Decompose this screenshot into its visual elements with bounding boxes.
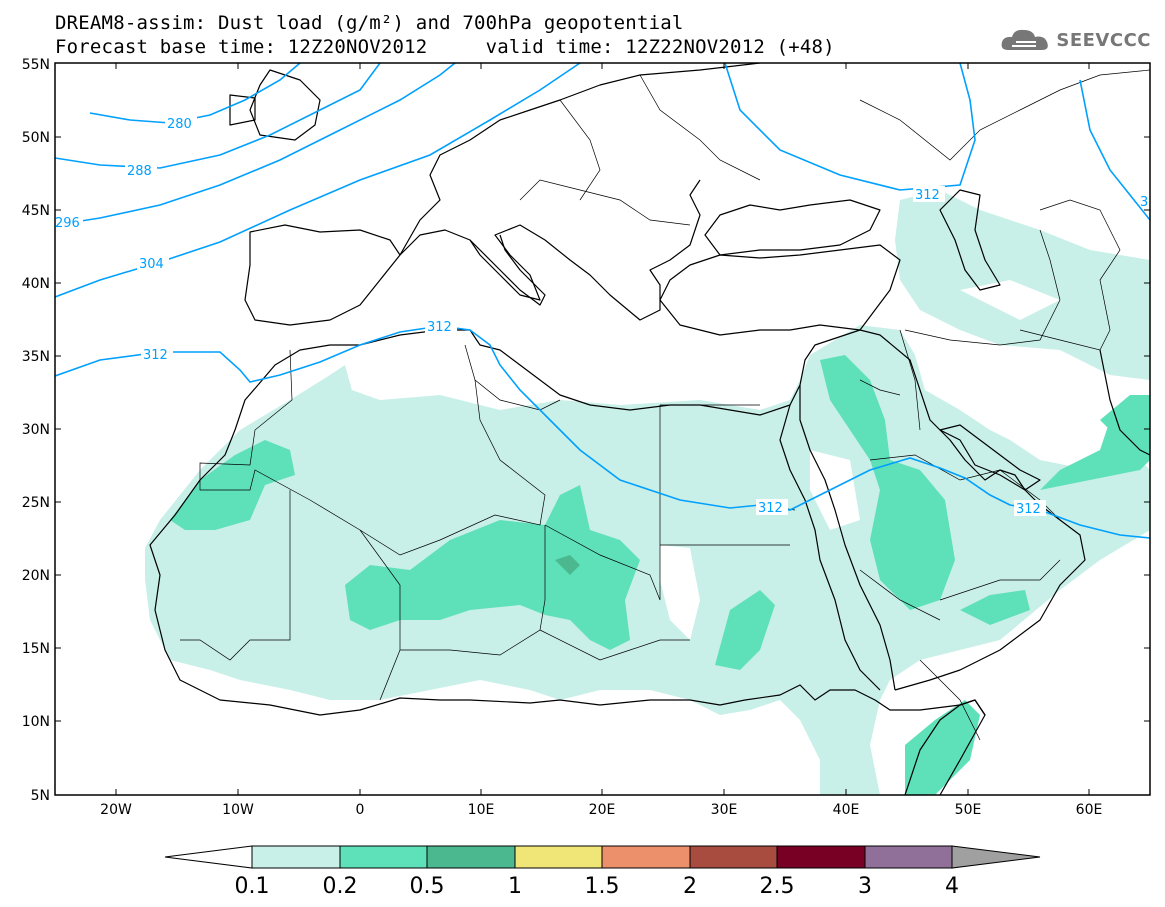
persian-gulf: [939, 424, 1041, 491]
lat-label: 45N: [22, 203, 50, 219]
lat-label: 55N: [22, 57, 50, 73]
colorbar-label: 2: [683, 874, 697, 899]
caspian-sea: [939, 189, 1001, 291]
contour-label: 312: [1016, 502, 1041, 517]
colorbar-box: [251, 845, 341, 869]
lat-label: 40N: [22, 276, 50, 292]
colorbar-label: 0.5: [410, 874, 445, 899]
black-sea: [704, 199, 881, 256]
turkey-coast: [659, 244, 901, 336]
contour-312-west: [55, 325, 1150, 539]
colorbar-box: [864, 845, 953, 869]
lon-label: 20W: [100, 802, 132, 818]
levant-coast: [799, 329, 861, 386]
contour-304: [55, 63, 581, 298]
colorbar-box: [426, 845, 516, 869]
contour-312-far-east: [1079, 79, 1150, 221]
colorbar: [164, 845, 1041, 869]
contour-280: [89, 63, 301, 124]
contour-label: 312: [915, 188, 940, 203]
colorbar-label: 2.5: [760, 874, 795, 899]
colorbar-left-arrow: [164, 845, 253, 869]
contour-label: 296: [55, 216, 80, 231]
colorbar-label: 0.1: [235, 874, 270, 899]
colorbar-label: 1.5: [585, 874, 620, 899]
contour-label: 312: [427, 320, 452, 335]
colorbar-box: [339, 845, 428, 869]
colorbar-box: [514, 845, 603, 869]
red-sea-west: [779, 404, 881, 691]
india-coast: [1099, 349, 1150, 456]
map-title: DREAM8-assim: Dust load (g/m²) and 700hP…: [55, 12, 684, 34]
contour-label: 280: [167, 117, 192, 132]
british-isles: [229, 69, 321, 141]
lon-label: 30E: [711, 802, 738, 818]
lon-label: 20E: [589, 802, 616, 818]
lon-label: 10W: [222, 802, 254, 818]
colorbar-label: 4: [945, 874, 959, 899]
lat-label: 20N: [22, 568, 50, 584]
colorbar-label: 1: [508, 874, 522, 899]
contour-label: 3: [1140, 195, 1148, 210]
colorbar-box: [689, 845, 778, 869]
lat-label: 25N: [22, 495, 50, 511]
colorbar-box: [776, 845, 866, 869]
europe-south: [399, 179, 701, 321]
lon-label: 50E: [955, 802, 982, 818]
lat-axis: [55, 62, 1150, 796]
dust-medium-layer: [170, 355, 1150, 795]
africa-coast: [149, 384, 986, 795]
lon-label: 0: [356, 802, 365, 818]
red-sea-east: [799, 385, 896, 691]
north-africa-coast: [257, 329, 801, 416]
contour-label: 312: [758, 501, 783, 516]
colorbar-label: 3: [858, 874, 872, 899]
logo-text: SEEVCCC: [1056, 29, 1151, 51]
contour-labels: 280 288 296 304 312 312 312 312 312 3: [55, 115, 1148, 517]
colorbar-right-arrow: [951, 845, 1041, 869]
seevccc-logo: SEEVCCC: [1000, 26, 1151, 54]
lat-label: 35N: [22, 349, 50, 365]
dust-gaps: [345, 280, 1100, 640]
lat-label: 50N: [22, 130, 50, 146]
contour-312-east: [724, 63, 976, 191]
contour-label: 312: [143, 348, 168, 363]
lat-label: 15N: [22, 641, 50, 657]
lon-label: 40E: [833, 802, 860, 818]
lon-label: 60E: [1076, 802, 1103, 818]
lat-label: 30N: [22, 422, 50, 438]
coastlines: [149, 63, 1150, 795]
map-subtitle: Forecast base time: 12Z20NOV2012 valid t…: [55, 36, 835, 58]
italy-boot: [469, 234, 546, 306]
geopotential-contours: [55, 63, 1150, 539]
lat-label: 10N: [22, 714, 50, 730]
colorbar-box: [601, 845, 691, 869]
dust-sahara-light: [145, 325, 1150, 795]
lon-axis: [115, 63, 1090, 795]
lon-label: 10E: [468, 802, 495, 818]
contour-label: 288: [127, 164, 152, 179]
somalia: [904, 699, 986, 795]
iberia: [244, 224, 401, 326]
colorbar-label: 0.2: [323, 874, 358, 899]
europe-north: [399, 63, 761, 256]
lat-label: 5N: [31, 788, 50, 804]
contour-288: [55, 63, 381, 169]
contour-label: 304: [139, 257, 164, 272]
contour-296: [55, 63, 456, 226]
cloud-logo-icon: [1001, 29, 1049, 50]
